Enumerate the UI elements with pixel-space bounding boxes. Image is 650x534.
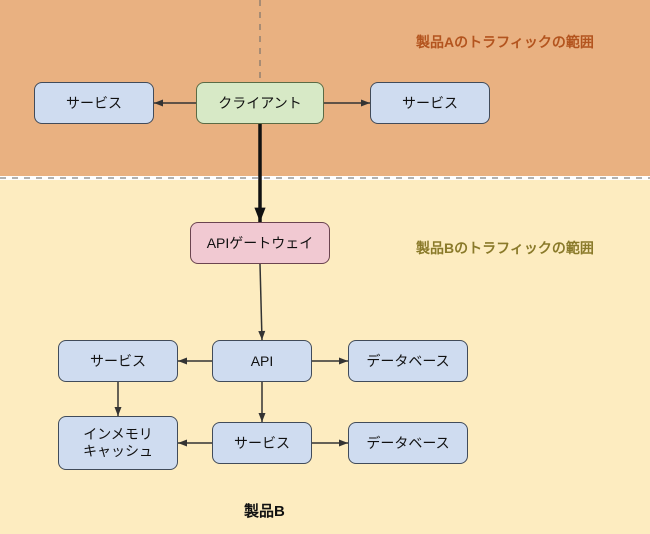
node-service-bottom-mid: サービス bbox=[212, 422, 312, 464]
node-label: サービス bbox=[234, 435, 290, 452]
node-inmemory-cache: インメモリキャッシュ bbox=[58, 416, 178, 470]
diagram-stage: 製品Aのトラフィックの範囲 製品Bのトラフィックの範囲 サービス クライアント … bbox=[0, 0, 650, 534]
node-client: クライアント bbox=[196, 82, 324, 124]
node-label: データベース bbox=[366, 353, 449, 370]
node-label: サービス bbox=[402, 95, 458, 112]
node-label: APIゲートウェイ bbox=[207, 235, 314, 252]
node-label: サービス bbox=[90, 353, 146, 370]
node-service-top-right: サービス bbox=[370, 82, 490, 124]
node-service-top-left: サービス bbox=[34, 82, 154, 124]
node-label: データベース bbox=[366, 435, 449, 452]
node-api-gateway: APIゲートウェイ bbox=[190, 222, 330, 264]
node-database-top: データベース bbox=[348, 340, 468, 382]
caption-product-b: 製品B bbox=[244, 500, 285, 521]
dashed-horizontal bbox=[0, 176, 650, 180]
node-label: クライアント bbox=[218, 95, 301, 112]
node-database-bottom: データベース bbox=[348, 422, 468, 464]
node-label: サービス bbox=[66, 95, 122, 112]
node-label: API bbox=[251, 353, 274, 370]
node-service-mid-left: サービス bbox=[58, 340, 178, 382]
node-label: インメモリキャッシュ bbox=[83, 426, 153, 460]
node-api: API bbox=[212, 340, 312, 382]
